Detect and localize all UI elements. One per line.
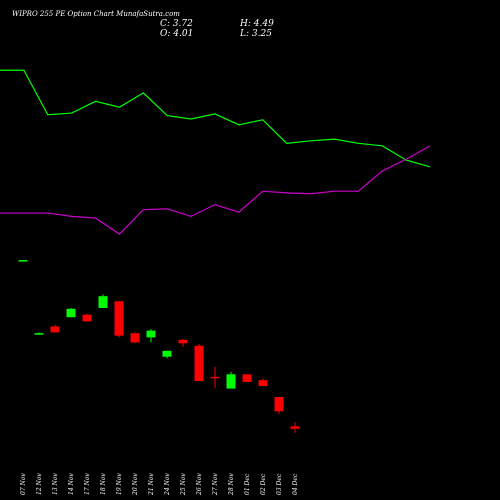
- x-tick-label: 12 Nov: [36, 473, 43, 495]
- ohlc-label: L:: [239, 29, 249, 39]
- x-tick-label: 28 Nov: [228, 473, 235, 496]
- candle-body: [66, 308, 76, 318]
- ohlc-readout: O: 4.01: [160, 29, 193, 39]
- x-tick-label: 25 Nov: [180, 473, 187, 496]
- candle-body: [34, 333, 44, 335]
- x-tick-label: 03 Dec: [276, 473, 283, 495]
- candle-body: [114, 301, 124, 336]
- x-tick-label: 21 Nov: [148, 473, 155, 496]
- ohlc-readout: L: 3.25: [239, 29, 272, 39]
- x-tick-label: 04 Dec: [292, 473, 299, 495]
- candle-body: [82, 314, 92, 322]
- candle-body: [18, 260, 28, 262]
- x-tick-label: 26 Nov: [196, 473, 203, 496]
- candle-body: [98, 296, 108, 308]
- x-tick-label: 20 Nov: [132, 473, 139, 496]
- x-tick-label: 07 Nov: [20, 473, 27, 495]
- candle-body: [178, 339, 188, 344]
- indicator-line: [0, 69, 431, 168]
- candle-body: [226, 374, 236, 389]
- ohlc-value: 3.25: [252, 29, 272, 39]
- indicator-line: [0, 145, 431, 235]
- ohlc-label: H:: [239, 19, 251, 29]
- candle-body: [130, 333, 140, 343]
- candle-body: [50, 326, 60, 333]
- ohlc-value: 4.01: [172, 29, 193, 39]
- x-tick-label: 27 Nov: [212, 473, 219, 496]
- candle-body: [274, 397, 284, 412]
- x-tick-label: 17 Nov: [84, 473, 91, 495]
- x-tick-label: 24 Nov: [164, 473, 171, 496]
- ohlc-readout: C: 3.72: [160, 19, 193, 29]
- candle-body: [194, 345, 204, 382]
- candle-body: [162, 350, 172, 357]
- ohlc-label: C:: [160, 19, 170, 29]
- candle-body: [242, 374, 252, 382]
- x-tick-label: 18 Nov: [100, 473, 107, 495]
- ohlc-readout: H: 4.49: [239, 19, 274, 29]
- ohlc-label: O:: [160, 29, 170, 39]
- chart-title: WIPRO 255 PE Option Chart MunafaSutra.co…: [12, 10, 180, 18]
- x-tick-label: 13 Nov: [52, 473, 59, 495]
- x-tick-label: 01 Dec: [244, 473, 251, 495]
- x-tick-label: 14 Nov: [68, 473, 75, 495]
- candle-body: [210, 376, 220, 379]
- candle-body: [146, 330, 156, 338]
- x-tick-label: 02 Dec: [260, 473, 267, 495]
- x-tick-label: 19 Nov: [116, 473, 123, 495]
- ohlc-value: 3.72: [173, 19, 193, 29]
- candle-body: [290, 426, 300, 429]
- ohlc-value: 4.49: [253, 19, 274, 29]
- candle-body: [258, 380, 268, 387]
